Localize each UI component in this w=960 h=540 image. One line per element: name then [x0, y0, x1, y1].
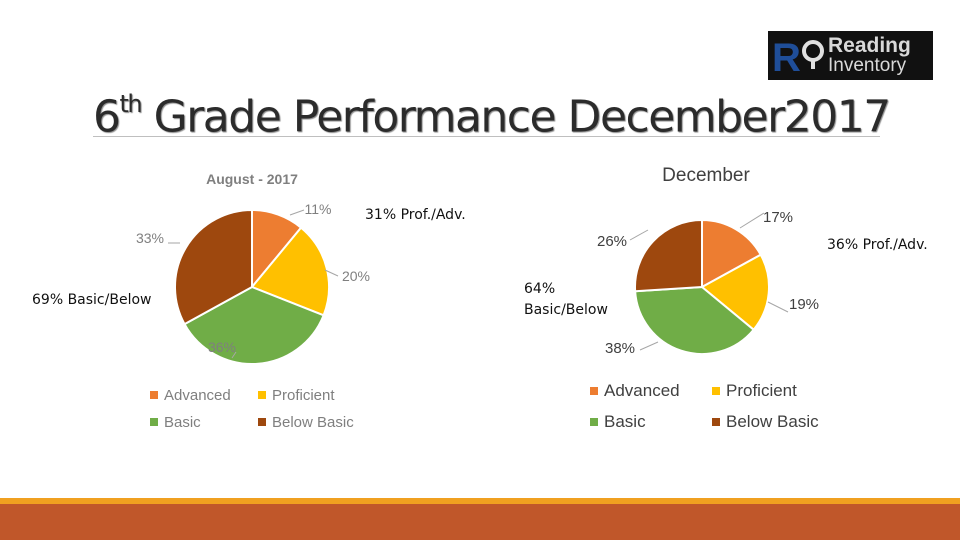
- august-data-label-proficient: 20%: [342, 268, 370, 284]
- august-legend-swatch-proficient: [258, 391, 266, 399]
- title-superscript: th: [119, 90, 143, 118]
- footer-bar: [0, 504, 960, 540]
- december-leader-basic: [639, 341, 659, 351]
- december-slice-proficient: [700, 253, 770, 332]
- reading-inventory-logo: R Reading Inventory: [768, 31, 933, 80]
- august-legend-label-proficient: Proficient: [272, 387, 335, 404]
- august-leader-basic: [231, 351, 237, 359]
- august-legend-label-below-basic: Below Basic: [272, 414, 354, 431]
- august-basic-note: 69% Basic/Below: [32, 292, 152, 308]
- december-legend-swatch-proficient: [712, 387, 720, 395]
- december-slice-advanced: [701, 218, 763, 289]
- december-leader-advanced: [739, 212, 765, 229]
- title-divider: [93, 136, 880, 137]
- december-data-label-basic: 38%: [605, 340, 635, 357]
- december-prof-note: 36% Prof./Adv.: [827, 237, 928, 253]
- december-slice-below-basic: [634, 218, 703, 293]
- title-text: Grade Performance December2017: [141, 91, 892, 143]
- svg-text:R: R: [772, 36, 801, 80]
- december-basic-note-line2: Basic/Below: [524, 302, 608, 318]
- august-leader-proficient: [324, 269, 339, 277]
- august-legend-swatch-below-basic: [258, 418, 266, 426]
- august-legend-swatch-advanced: [150, 391, 158, 399]
- august-prof-note: 31% Prof./Adv.: [365, 207, 466, 223]
- title-number: 6: [93, 91, 121, 143]
- logo-line-2: Inventory: [828, 54, 907, 76]
- footer-accent-stripe: [0, 498, 960, 504]
- august-data-label-basic: 36%: [208, 339, 236, 355]
- page-title: 6th Grade Performance December2017: [93, 78, 892, 148]
- december-slice-basic: [634, 285, 756, 355]
- august-leader-advanced: [289, 209, 305, 216]
- december-leader-below-basic: [629, 229, 649, 241]
- logo-text: Reading Inventory: [828, 33, 911, 76]
- december-legend-label-proficient: Proficient: [726, 381, 797, 400]
- december-leader-proficient: [767, 301, 789, 313]
- august-slice-basic: [183, 285, 325, 365]
- december-chart-title: December: [662, 165, 750, 186]
- december-data-label-below-basic: 26%: [597, 233, 627, 250]
- december-basic-note-line1: 64%: [524, 281, 556, 297]
- december-legend-label-below-basic: Below Basic: [726, 412, 819, 431]
- december-data-label-proficient: 19%: [789, 296, 819, 313]
- august-legend-label-basic: Basic: [164, 414, 201, 431]
- december-legend-swatch-basic: [590, 418, 598, 426]
- logo-mark-icon: R: [768, 31, 828, 80]
- december-legend-label-advanced: Advanced: [604, 381, 680, 400]
- august-legend-label-advanced: Advanced: [164, 387, 231, 404]
- august-chart-title: August - 2017: [206, 171, 298, 187]
- august-data-label-below-basic: 33%: [136, 230, 164, 246]
- august-slice-below-basic: [174, 208, 253, 326]
- december-legend-label-basic: Basic: [604, 412, 646, 431]
- august-data-label-advanced: 11%: [305, 201, 332, 217]
- august-legend-swatch-basic: [150, 418, 158, 426]
- december-legend-swatch-below-basic: [712, 418, 720, 426]
- december-data-label-advanced: 17%: [763, 209, 793, 226]
- december-legend-swatch-advanced: [590, 387, 598, 395]
- august-slice-proficient: [250, 226, 330, 317]
- logo-line-1: Reading: [828, 33, 911, 57]
